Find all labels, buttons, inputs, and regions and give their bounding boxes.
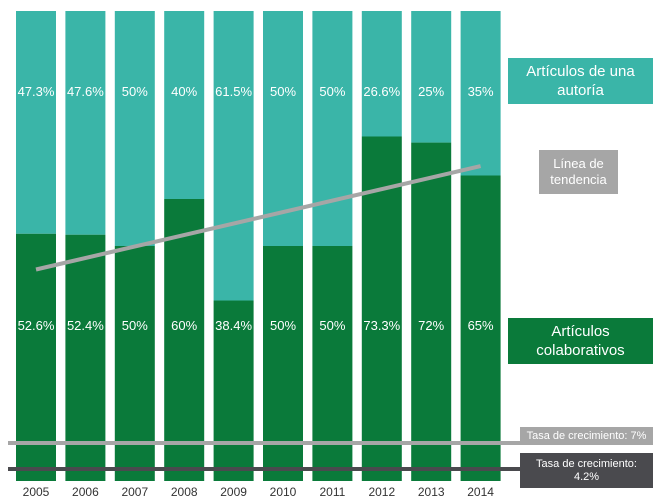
growth-rate-4-2-badge: Tasa de crecimiento: 4.2% <box>520 453 653 488</box>
data-label-single-author-2013: 25% <box>418 84 444 99</box>
data-label-collaborative-2013: 72% <box>418 318 444 333</box>
bar-single-author-2012 <box>361 11 402 137</box>
x-tick-label-2011: 2011 <box>319 485 345 499</box>
x-tick-label-2010: 2010 <box>270 485 297 499</box>
growth-rate-7-badge: Tasa de crecimiento: 7% <box>520 427 653 445</box>
bar-single-author-2007 <box>114 11 155 246</box>
data-label-single-author-2014: 35% <box>468 84 494 99</box>
data-labels-layer: 47.3% 52.6% 47.6% 52.4% 50% 50% 40% 60% 61.5% 38.… <box>18 84 494 333</box>
data-label-single-author-2008: 40% <box>171 84 197 99</box>
growth-rate-4-2-label: Tasa de crecimiento: 4.2% <box>536 457 637 483</box>
legend-trend-line: Línea de tendencia <box>539 150 618 194</box>
data-label-collaborative-2006: 52.4% <box>67 318 104 333</box>
x-tick-labels-layer: 2005 2006 2007 2008 2009 2010 2011 2012 2013 2014 <box>23 485 495 499</box>
trend-line <box>35 164 482 272</box>
bar-single-author-2011 <box>312 11 353 246</box>
bar-collaborative-2008 <box>164 199 205 481</box>
bar-collaborative-2006 <box>65 234 106 481</box>
data-label-single-author-2009: 61.5% <box>215 84 252 99</box>
legend-single-author-label: Artículos de una autoría <box>526 63 635 99</box>
data-label-single-author-2010: 50% <box>270 84 296 99</box>
data-label-collaborative-2005: 52.6% <box>18 318 55 333</box>
x-tick-label-2014: 2014 <box>467 485 494 499</box>
bar-single-author-2014 <box>460 11 501 176</box>
x-tick-label-2012: 2012 <box>368 485 395 499</box>
data-label-collaborative-2011: 50% <box>319 318 345 333</box>
bar-collaborative-2005 <box>16 233 56 481</box>
bars-layer <box>16 11 501 482</box>
data-label-collaborative-2007: 50% <box>122 318 148 333</box>
x-tick-label-2009: 2009 <box>220 485 247 499</box>
x-tick-label-2007: 2007 <box>121 485 148 499</box>
bar-single-author-2009 <box>213 11 254 301</box>
bar-single-author-2006 <box>65 11 106 235</box>
bar-collaborative-2007 <box>114 246 155 481</box>
data-label-collaborative-2008: 60% <box>171 318 197 333</box>
data-label-single-author-2011: 50% <box>319 84 345 99</box>
x-tick-label-2006: 2006 <box>72 485 99 499</box>
data-label-collaborative-2009: 38.4% <box>215 318 252 333</box>
x-tick-label-2008: 2008 <box>171 485 198 499</box>
bar-single-author-2005 <box>16 11 56 234</box>
bar-single-author-2008 <box>164 11 205 199</box>
data-label-collaborative-2012: 73.3% <box>363 318 400 333</box>
data-label-single-author-2006: 47.6% <box>67 84 104 99</box>
data-label-single-author-2007: 50% <box>122 84 148 99</box>
data-label-single-author-2012: 26.6% <box>363 84 400 99</box>
bar-collaborative-2014 <box>460 175 501 481</box>
bar-collaborative-2011 <box>312 246 353 481</box>
data-label-collaborative-2010: 50% <box>270 318 296 333</box>
legend-collaborative-label: Artículos colaborativos <box>536 323 625 359</box>
legend-collaborative: Artículos colaborativos <box>508 318 653 364</box>
legend-trend-label: Línea de tendencia <box>550 156 607 187</box>
data-label-collaborative-2014: 65% <box>468 318 494 333</box>
legend-single-author: Artículos de una autoría <box>508 58 653 104</box>
x-tick-label-2013: 2013 <box>418 485 445 499</box>
data-label-single-author-2005: 47.3% <box>18 84 55 99</box>
growth-rate-7-label: Tasa de crecimiento: 7% <box>526 429 647 442</box>
bar-single-author-2010 <box>263 11 303 246</box>
bar-collaborative-2013 <box>411 142 452 481</box>
x-tick-label-2005: 2005 <box>23 485 50 499</box>
bar-single-author-2013 <box>411 11 452 143</box>
bar-collaborative-2010 <box>263 246 303 481</box>
bar-collaborative-2009 <box>213 300 254 481</box>
